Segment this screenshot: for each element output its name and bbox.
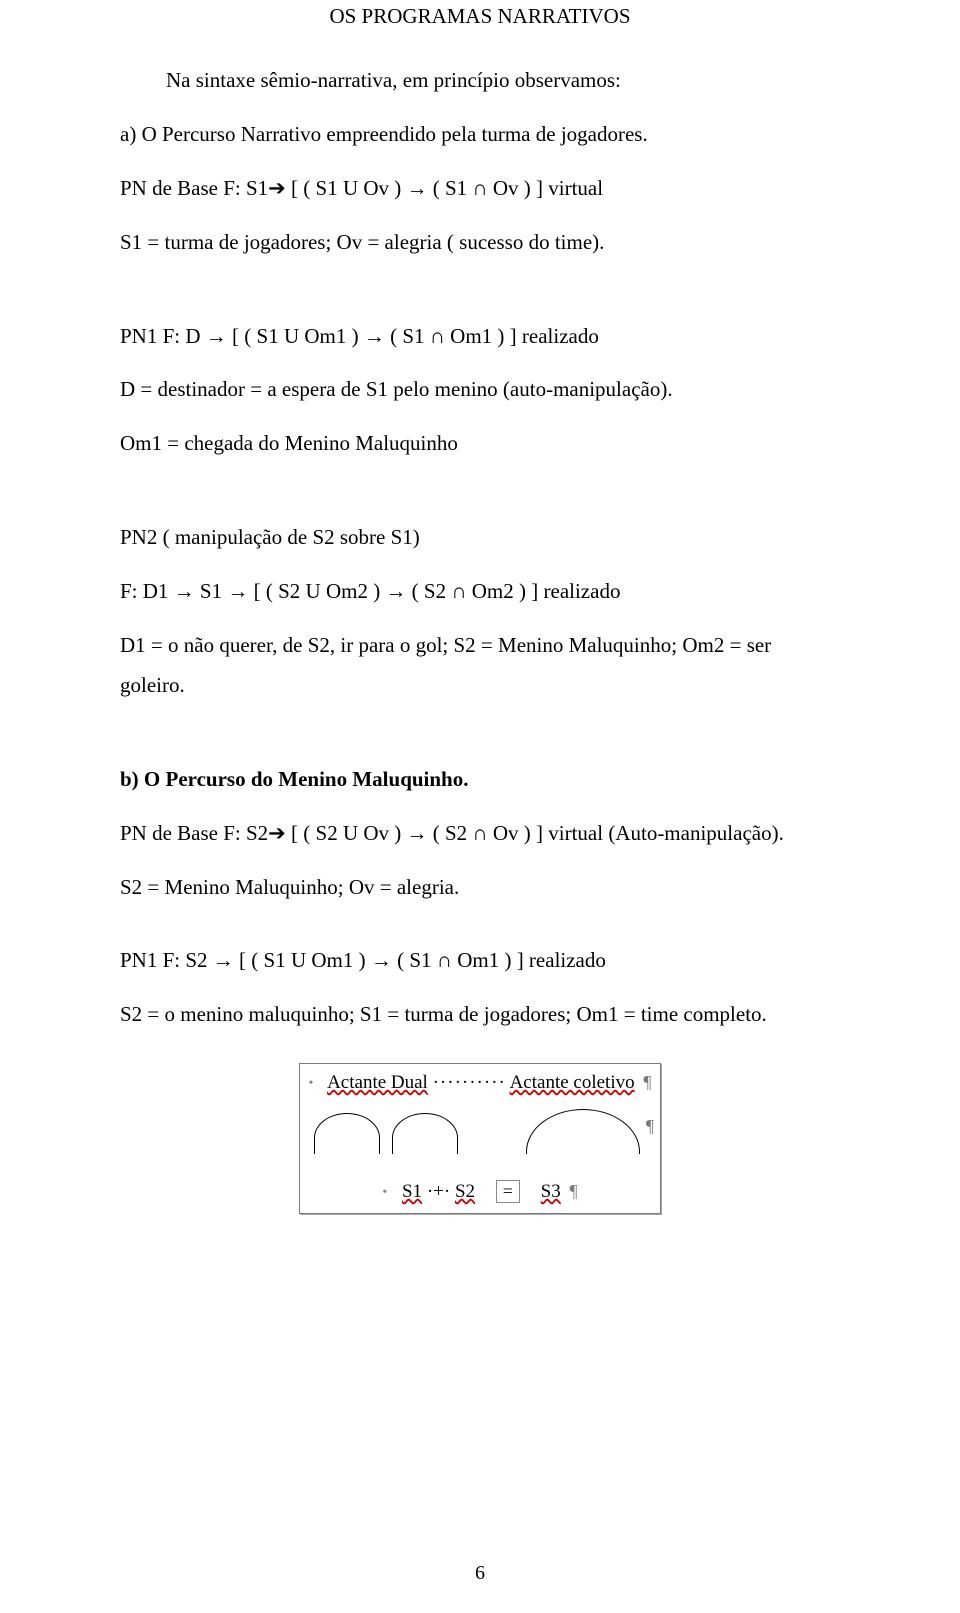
diagram-arcs-row: ¶ — [310, 1108, 650, 1172]
arc-icon — [314, 1113, 380, 1154]
spacer — [120, 277, 840, 317]
expr-s3: S3 — [541, 1181, 561, 1202]
lead-dot-icon: • — [308, 1076, 313, 1091]
diagram-left-label: Actante Dual — [327, 1072, 428, 1093]
expr-equals: = — [496, 1180, 520, 1203]
diagram-expression-row: • S1 ·+· S2 = S3 ¶ — [308, 1180, 651, 1203]
d1-definition: D1 = o não querer, de S2, ir para o gol;… — [120, 626, 840, 706]
lead-dot-icon: • — [382, 1185, 387, 1200]
arc-icon — [526, 1109, 640, 1154]
diagram-dots: ·········· — [433, 1072, 506, 1093]
pilcrow-icon: ¶ — [646, 1116, 654, 1137]
actant-diagram: • Actante Dual ·········· Actante coleti… — [299, 1063, 660, 1214]
pn2-formula: F: D1 → S1 → [ ( S2 U Om2 ) → ( S2 ∩ Om2… — [120, 572, 840, 612]
section-a-heading: a) O Percurso Narrativo empreendido pela… — [120, 115, 840, 155]
pilcrow-icon: ¶ — [570, 1181, 578, 1201]
pn1-a-formula: PN1 F: D → [ ( S1 U Om1 ) → ( S1 ∩ Om1 )… — [120, 317, 840, 357]
s1-definition: S1 = turma de jogadores; Ov = alegria ( … — [120, 223, 840, 263]
spacer — [120, 478, 840, 518]
pn-base-a: PN de Base F: S1➔ [ ( S1 U Ov ) → ( S1 ∩… — [120, 169, 840, 209]
page-number: 6 — [0, 1562, 960, 1585]
section-b-heading: b) O Percurso do Menino Maluquinho. — [120, 760, 840, 800]
expr-s2: S2 — [455, 1181, 475, 1202]
d-definition: D = destinador = a espera de S1 pelo men… — [120, 370, 840, 410]
s2-definition: S2 = Menino Maluquinho; Ov = alegria. — [120, 868, 840, 908]
expr-s1: S1 — [402, 1181, 422, 1202]
diagram-header-row: • Actante Dual ·········· Actante coleti… — [308, 1072, 651, 1094]
arc-icon — [392, 1113, 458, 1154]
pn2-label: PN2 ( manipulação de S2 sobre S1) — [120, 518, 840, 558]
pn1-b-formula: PN1 F: S2 → [ ( S1 U Om1 ) → ( S1 ∩ Om1 … — [120, 941, 840, 981]
expr-plus: ·+· — [427, 1181, 450, 1202]
diagram-container: • Actante Dual ·········· Actante coleti… — [120, 1063, 840, 1214]
diagram-right-label: Actante coletivo — [510, 1072, 635, 1093]
pilcrow-icon: ¶ — [643, 1072, 651, 1092]
pn-base-b: PN de Base F: S2➔ [ ( S2 U Ov ) → ( S2 ∩… — [120, 814, 840, 854]
om1-definition: Om1 = chegada do Menino Maluquinho — [120, 424, 840, 464]
document-page: OS PROGRAMAS NARRATIVOS Na sintaxe sêmio… — [0, 4, 960, 1613]
intro-paragraph: Na sintaxe sêmio-narrativa, em princípio… — [120, 61, 840, 101]
spacer — [120, 921, 840, 941]
s2-meaning: S2 = o menino maluquinho; S1 = turma de … — [120, 995, 840, 1035]
spacer — [120, 720, 840, 760]
page-title: OS PROGRAMAS NARRATIVOS — [120, 4, 840, 29]
